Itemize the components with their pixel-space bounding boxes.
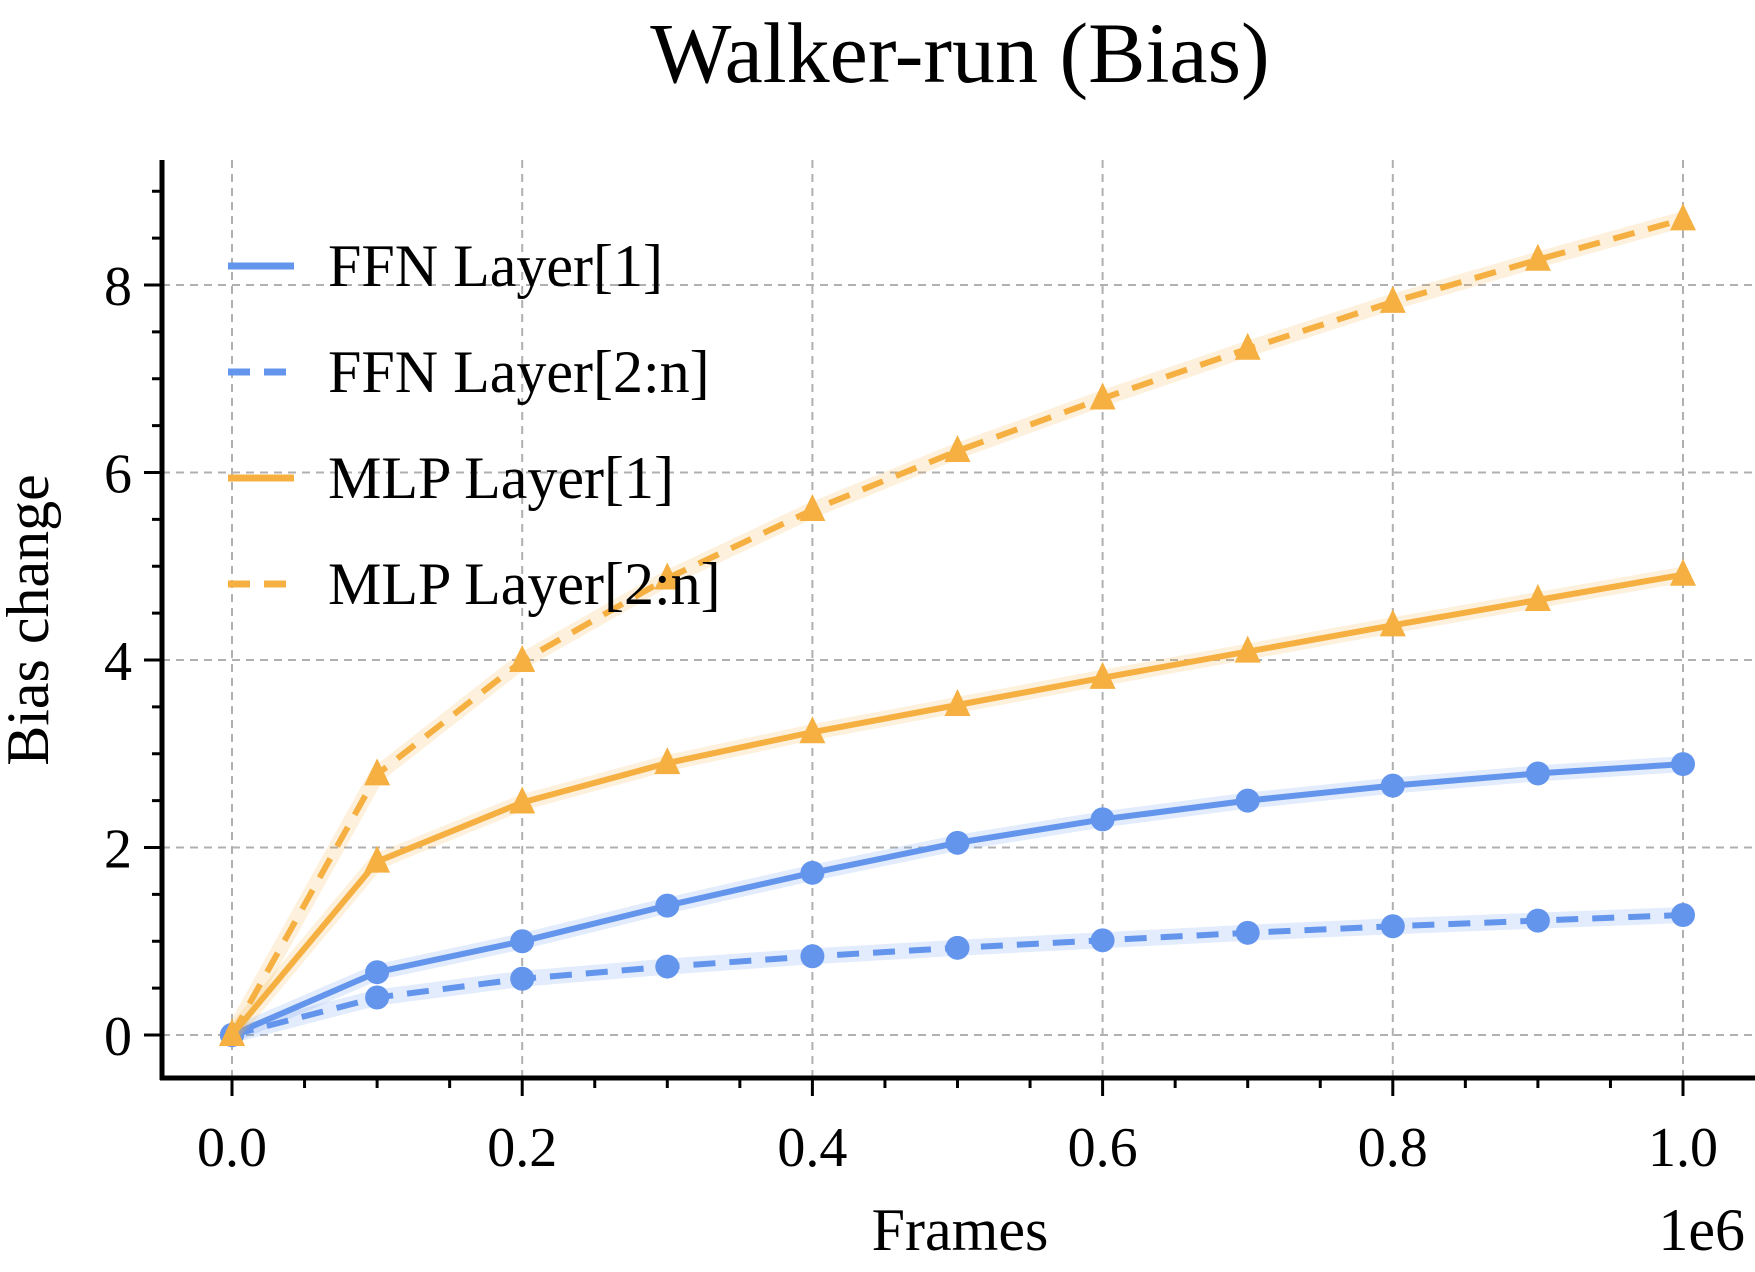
data-point: [1380, 914, 1405, 939]
data-point: [1235, 920, 1260, 945]
series-line: [231, 912, 1684, 1038]
data-point: [1671, 903, 1695, 927]
legend-label: FFN Layer[1]: [328, 233, 663, 299]
data-point: [654, 747, 681, 775]
x-tick-label: 0.4: [777, 1117, 847, 1179]
data-point: [219, 1019, 245, 1046]
data-point: [509, 644, 536, 672]
data-point: [944, 434, 971, 462]
x-tick-label: 0.6: [1068, 1117, 1138, 1179]
y-tick-label: 8: [104, 256, 132, 318]
x-tick-label: 1.0: [1648, 1117, 1718, 1179]
data-point: [799, 716, 826, 744]
series-mlp-layer-1-: [219, 558, 1696, 1046]
series-mlp-layer-2-n-: [219, 203, 1696, 1046]
axes: [144, 160, 1755, 1096]
legend-label: MLP Layer[2:n]: [328, 551, 721, 617]
x-tick-label: 0.0: [197, 1117, 267, 1179]
legend-label: MLP Layer[1]: [328, 445, 674, 511]
data-point: [945, 935, 970, 960]
data-point: [510, 966, 535, 991]
y-tick-label: 2: [104, 819, 132, 881]
x-axis-label: Frames: [872, 1197, 1049, 1263]
data-point: [1235, 788, 1260, 813]
legend-label: FFN Layer[2:n]: [328, 339, 710, 405]
data-point: [1524, 243, 1551, 271]
data-point: [1380, 773, 1405, 798]
series-layer: [219, 203, 1696, 1047]
legend: FFN Layer[1] FFN Layer[2:n] MLP Layer[1] ML…: [228, 233, 721, 617]
x-tick-label: 0.2: [487, 1117, 557, 1179]
data-point: [1090, 807, 1115, 832]
data-point: [945, 830, 970, 855]
data-point: [1525, 761, 1550, 786]
series-line: [229, 216, 1684, 1037]
y-tick-label: 4: [104, 631, 132, 693]
series-line: [229, 571, 1684, 1037]
y-tick-label: 6: [104, 444, 132, 506]
x-offset-label: 1e6: [1658, 1197, 1745, 1263]
tick-labels: 0.0 0.2 0.4 0.6 0.8 1.0 0 2 4 6 8: [104, 256, 1718, 1179]
data-point: [654, 562, 681, 590]
series-band: [225, 566, 1685, 1041]
data-point: [944, 689, 971, 716]
series-ffn-layer-1-: [220, 752, 1695, 1047]
data-point: [364, 845, 391, 873]
data-point: [509, 786, 536, 814]
chart-title: Walker-run (Bias): [650, 5, 1269, 101]
data-point: [364, 758, 391, 786]
series-band: [229, 907, 1684, 1043]
data-point: [1090, 928, 1115, 953]
y-tick-label: 0: [104, 1006, 132, 1068]
data-point: [365, 985, 390, 1010]
data-point: [1524, 584, 1551, 611]
y-axis-label: Bias change: [0, 474, 61, 766]
data-point: [655, 954, 680, 979]
data-point: [1234, 635, 1261, 663]
data-point: [1234, 332, 1261, 360]
data-point: [655, 893, 680, 918]
data-point: [1671, 752, 1695, 777]
data-point: [799, 494, 826, 521]
data-point: [1670, 558, 1696, 586]
data-point: [800, 944, 825, 969]
data-point: [1379, 609, 1406, 637]
data-point: [510, 929, 535, 954]
data-point: [1525, 908, 1550, 933]
data-point: [365, 960, 390, 985]
data-point: [1089, 661, 1116, 689]
data-point: [1670, 203, 1696, 231]
data-point: [1379, 285, 1406, 313]
x-tick-label: 0.8: [1358, 1117, 1428, 1179]
data-point: [800, 860, 825, 885]
data-point: [1089, 382, 1116, 410]
series-ffn-layer-2-n-: [220, 903, 1695, 1047]
